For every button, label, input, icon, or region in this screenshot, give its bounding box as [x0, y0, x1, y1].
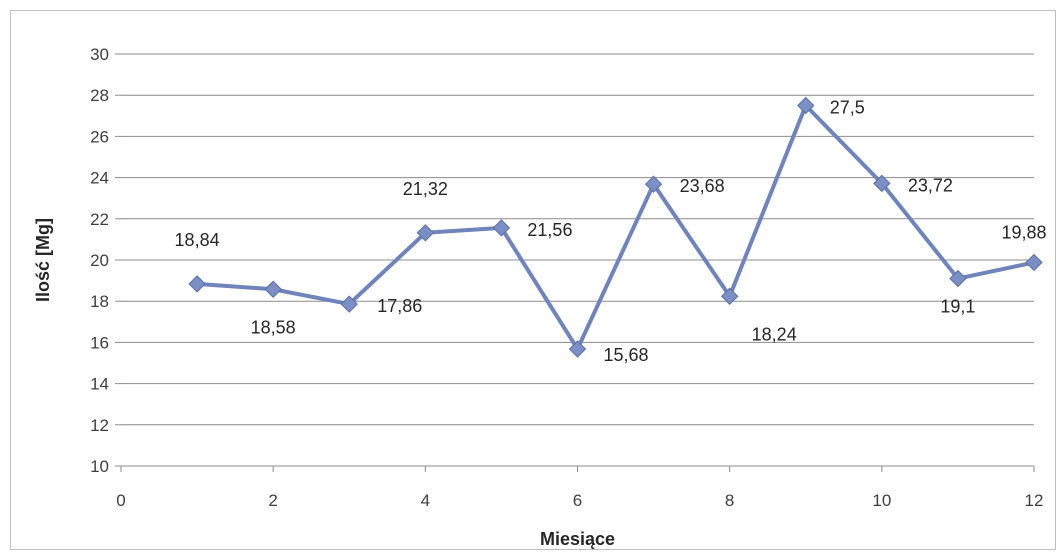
data-point-12 — [1025, 253, 1043, 272]
y-tick-label-16: 16 — [90, 333, 109, 352]
y-tick-label-14: 14 — [90, 375, 109, 394]
data-label-12: 19,88 — [1001, 222, 1046, 242]
x-tick-label-12: 12 — [1025, 491, 1044, 510]
data-label-3: 17,86 — [377, 296, 422, 316]
y-tick-label-24: 24 — [90, 169, 109, 188]
data-point-8 — [720, 287, 739, 305]
y-tick-label-20: 20 — [90, 251, 109, 270]
data-label-11: 19,1 — [940, 297, 975, 317]
x-tick-label-8: 8 — [725, 491, 734, 510]
data-label-7: 23,68 — [680, 176, 725, 196]
data-label-2: 18,58 — [251, 317, 296, 337]
y-tick-label-12: 12 — [90, 416, 109, 435]
data-label-8: 18,24 — [752, 324, 797, 344]
y-tick-label-10: 10 — [90, 457, 109, 476]
data-point-4 — [416, 224, 435, 242]
y-tick-label-18: 18 — [90, 292, 109, 311]
axes — [115, 53, 1035, 472]
x-axis-title: Miesiące — [540, 529, 615, 549]
x-tick-label-6: 6 — [573, 491, 582, 510]
y-tick-label-28: 28 — [90, 86, 109, 105]
x-axis-ticks: 0 2 4 6 8 10 12 — [116, 491, 1043, 510]
data-label-4: 21,32 — [403, 179, 448, 199]
x-tick-label-0: 0 — [116, 491, 125, 510]
data-label-10: 23,72 — [908, 175, 953, 195]
data-point-11 — [949, 269, 967, 288]
data-point-5 — [492, 219, 511, 237]
data-label-5: 21,56 — [527, 220, 572, 240]
data-label-6: 15,68 — [604, 345, 649, 365]
y-tick-label-22: 22 — [90, 210, 109, 229]
data-point-10 — [873, 174, 891, 193]
data-label-1: 18,84 — [175, 230, 220, 250]
data-labels: 18,84 18,58 17,86 21,32 21,56 15,68 23,68 18,24… — [175, 98, 1047, 365]
y-axis-title: Ilość [Mg] — [33, 218, 53, 302]
data-label-9: 27,5 — [830, 98, 865, 118]
data-point-6 — [568, 340, 587, 358]
gridlines — [121, 53, 1034, 426]
y-tick-label-30: 30 — [90, 45, 109, 64]
x-tick-label-4: 4 — [421, 491, 430, 510]
series-polyline — [196, 103, 1035, 351]
data-point-7 — [644, 175, 663, 193]
data-point-9 — [797, 96, 815, 115]
y-axis-ticks: 10 12 14 16 18 20 22 24 26 28 30 — [90, 45, 109, 476]
data-markers — [188, 96, 1043, 358]
series-line — [196, 103, 1035, 351]
y-tick-label-26: 26 — [90, 127, 109, 146]
x-tick-label-2: 2 — [268, 491, 277, 510]
data-point-1 — [188, 275, 206, 293]
x-tick-label-10: 10 — [872, 491, 891, 510]
data-point-2 — [264, 280, 282, 298]
data-point-3 — [340, 295, 358, 313]
